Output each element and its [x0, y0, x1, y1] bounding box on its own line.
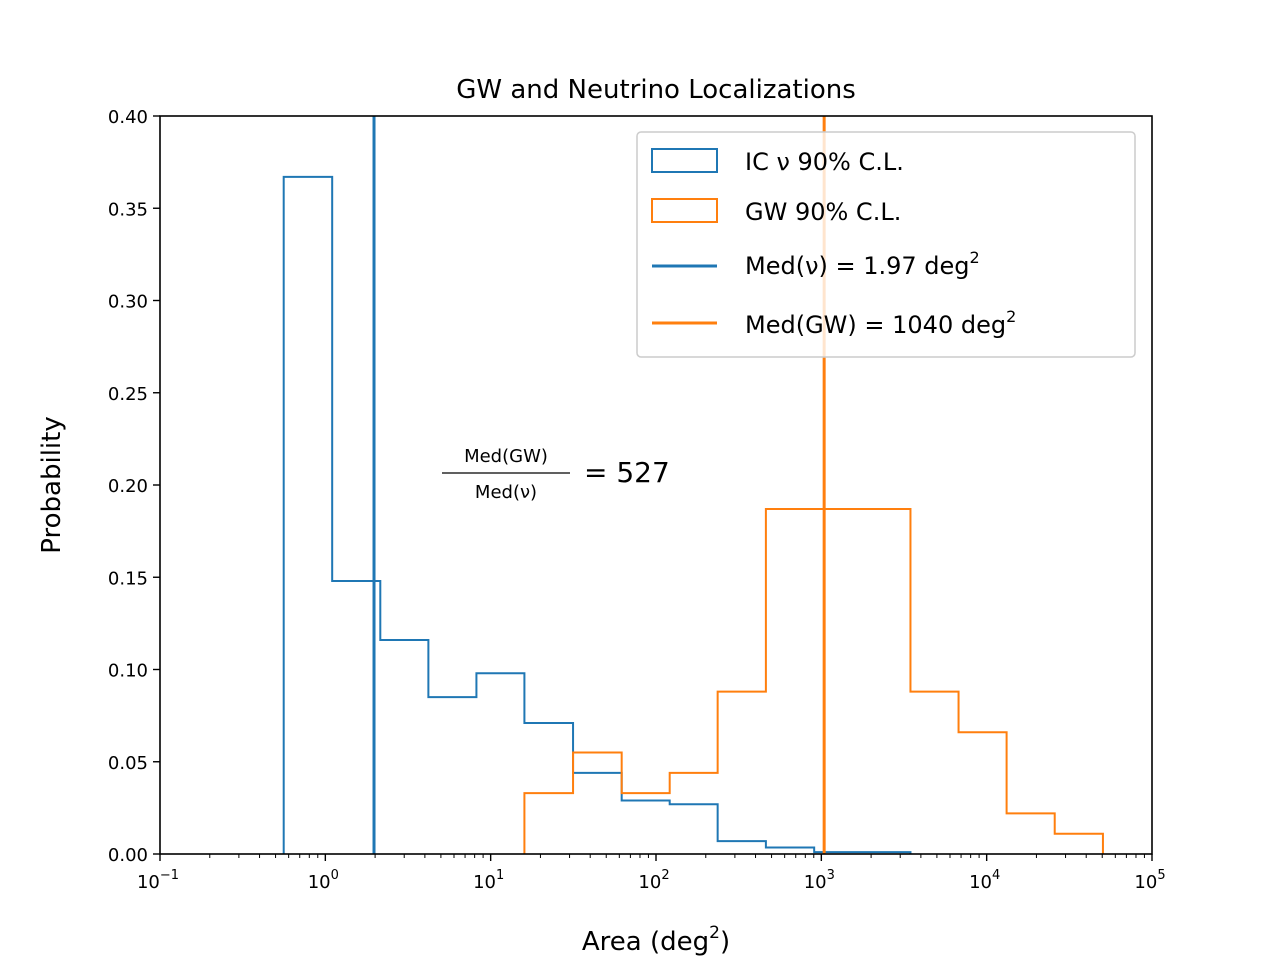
legend: IC ν 90% C.L. GW 90% C.L. Med(ν) = 1.97 …	[636, 131, 1136, 358]
legend-label-ic: IC ν 90% C.L.	[745, 148, 904, 176]
legend-swatch-ic	[651, 148, 718, 173]
x-tick-label: 103	[804, 868, 835, 893]
legend-box	[636, 131, 1136, 358]
y-tick-label: 0.25	[108, 384, 148, 405]
y-tick-label: 0.40	[108, 107, 148, 128]
legend-label-med-gw: Med(GW) = 1040 deg2	[745, 307, 1016, 339]
y-tick-label: 0.10	[108, 661, 148, 682]
ratio-numerator: Med(GW)	[464, 446, 548, 467]
gw-histogram	[523, 507, 1104, 854]
x-axis-label: Area (deg2)	[582, 923, 730, 957]
x-tick-label: 101	[473, 868, 504, 893]
y-tick-label: 0.15	[108, 568, 148, 589]
y-tick-label: 0.30	[108, 292, 148, 313]
ratio-annotation: Med(GW) Med(ν) = 527	[442, 446, 670, 503]
x-tick-label: 10−1	[137, 868, 179, 893]
x-tick-label: 105	[1134, 868, 1165, 893]
chart-title: GW and Neutrino Localizations	[456, 75, 856, 105]
legend-swatch-gw	[651, 198, 718, 223]
y-tick-label: 0.20	[108, 476, 148, 497]
y-tick-label: 0.00	[108, 845, 148, 866]
legend-label-med-nu: Med(ν) = 1.97 deg2	[745, 248, 980, 280]
x-tick-label: 100	[308, 868, 339, 893]
x-tick-label: 102	[638, 868, 669, 893]
ratio-denominator: Med(ν)	[475, 482, 537, 503]
ratio-value: = 527	[584, 456, 670, 489]
y-tick-label: 0.35	[108, 199, 148, 220]
legend-label-gw: GW 90% C.L.	[745, 198, 901, 226]
plot-area: 0.00 0.05 0.10 0.15 0.20 0.25 0.30 0.35 0.40 10−1…	[108, 107, 1166, 893]
y-axis-label: Probability	[37, 416, 67, 553]
y-tick-label: 0.05	[108, 753, 148, 774]
x-tick-label: 104	[969, 868, 1000, 893]
